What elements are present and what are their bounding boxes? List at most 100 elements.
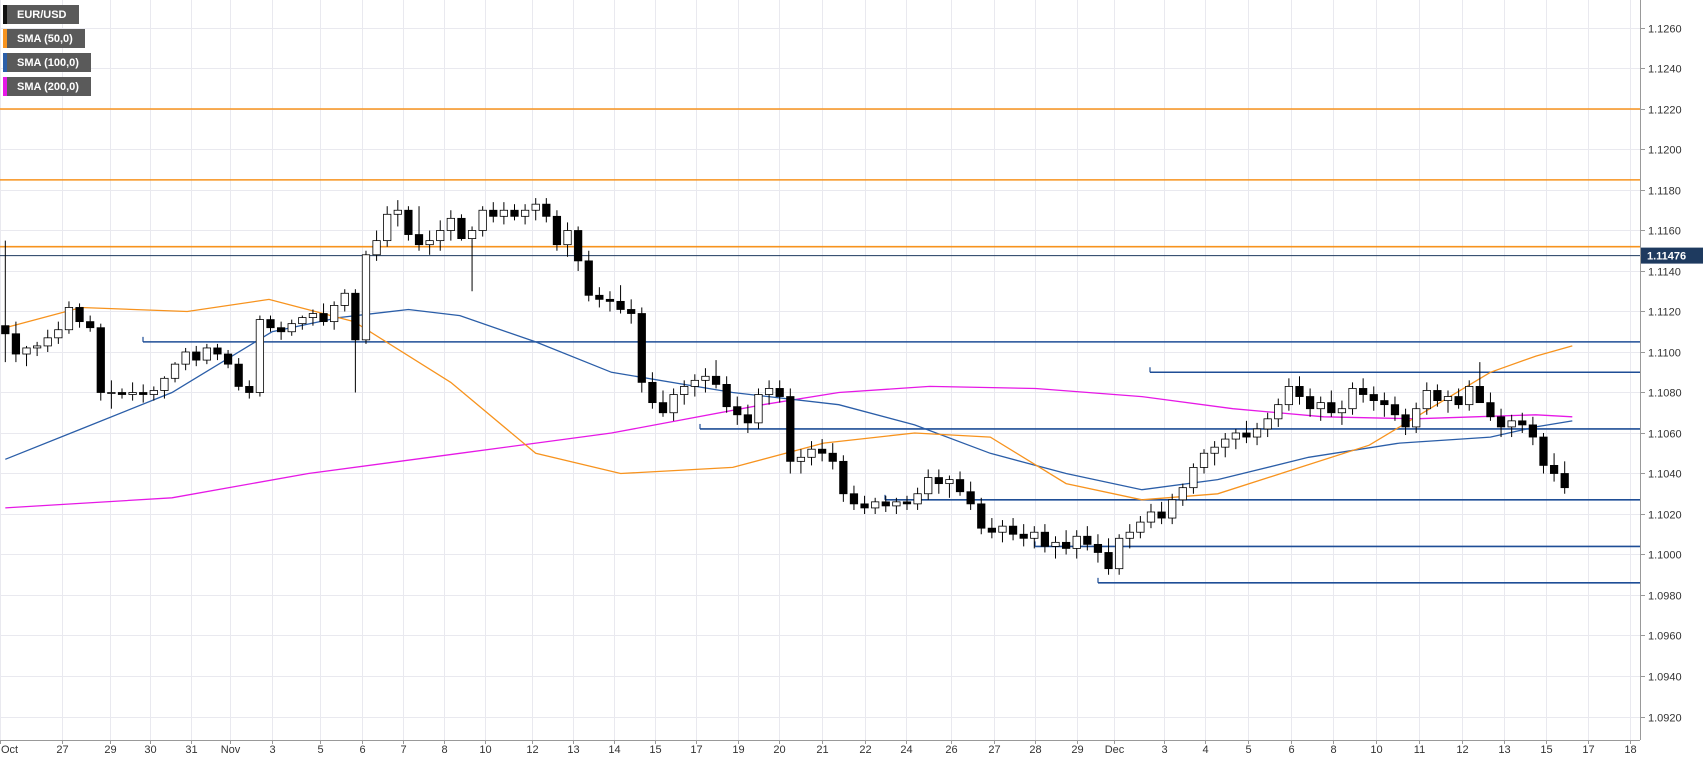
x-tick-label: 5 [1245, 744, 1251, 756]
candle-down [139, 392, 148, 395]
candle-down [860, 503, 869, 509]
candle-up [202, 347, 211, 361]
candle-down [404, 209, 413, 235]
candle-up [1284, 386, 1293, 406]
candle-down [627, 309, 636, 314]
y-tick-label: 1.1020 [1648, 510, 1682, 522]
candle-up [1072, 535, 1081, 549]
legend-item-sma100[interactable]: SMA (100,0) [3, 53, 91, 72]
candle-down [351, 292, 360, 341]
candle-down [277, 327, 286, 333]
candle-up [1443, 396, 1453, 401]
candle-down [1380, 400, 1389, 406]
y-tick-label: 1.1260 [1648, 24, 1682, 36]
candle-up [1136, 521, 1145, 533]
candle-down [213, 347, 222, 355]
x-tick-label: 13 [1498, 744, 1510, 756]
x-tick-label: 8 [441, 744, 447, 756]
candle-down [1062, 541, 1071, 549]
candle-up [393, 209, 402, 215]
candle-down [75, 307, 84, 323]
x-tick-label: 28 [1029, 744, 1041, 756]
candle-down [1475, 386, 1484, 404]
y-tick-label: 1.1080 [1648, 388, 1682, 400]
y-tick-label: 1.1060 [1648, 429, 1682, 441]
candle-down [605, 298, 615, 302]
legend-item-sma50[interactable]: SMA (50,0) [3, 29, 85, 48]
candle-down [319, 313, 328, 323]
candle-down [1454, 396, 1463, 406]
candle-up [22, 347, 31, 355]
candle-up [1252, 428, 1262, 438]
candle-down [1539, 436, 1548, 466]
candle-down [595, 294, 604, 300]
candle-down [245, 386, 254, 393]
candle-up [170, 363, 180, 379]
x-tick-label: 26 [945, 744, 957, 756]
candle-down [117, 392, 127, 395]
levels [0, 108, 1640, 584]
candle-down [849, 493, 859, 505]
candle-up [998, 525, 1007, 533]
labels: 1.11476 [1641, 247, 1703, 264]
candle-down [1528, 424, 1537, 438]
candle-down [1496, 416, 1506, 428]
candle-down [223, 353, 233, 365]
y-tick-label: 1.1040 [1648, 469, 1682, 481]
x-tick-label: Dec [1105, 744, 1125, 756]
candle-up [807, 448, 816, 458]
y-tick-label: 1.1220 [1648, 105, 1682, 117]
candle-up [308, 313, 318, 318]
candle-up [1210, 446, 1219, 454]
candle-up [1051, 541, 1060, 547]
x-tick-label: Oct [1, 744, 18, 756]
candle-up [945, 479, 954, 485]
candle-up [531, 203, 540, 211]
y-tick-label: 1.0980 [1648, 591, 1682, 603]
candle-down [1327, 402, 1336, 414]
candle-up [754, 394, 763, 424]
legend-item-sma200[interactable]: SMA (200,0) [3, 77, 91, 96]
candle-down [1040, 531, 1050, 547]
candle-up [372, 240, 381, 256]
x-tick-label: 22 [859, 744, 871, 756]
candle-up [467, 230, 477, 240]
x-tick-label: 12 [526, 744, 538, 756]
x-tick-label: 17 [1582, 744, 1594, 756]
y-tick-label: 1.0920 [1648, 713, 1682, 725]
candle-up [701, 375, 710, 381]
candle-up [1465, 386, 1474, 406]
candle-down [192, 351, 201, 361]
candle-down [966, 491, 975, 505]
x-tick-label: 4 [1202, 744, 1208, 756]
x-tick-label: 21 [816, 744, 828, 756]
x-tick-label: 11 [1414, 744, 1425, 756]
candle-down [881, 501, 890, 507]
x-tick-label: 12 [1456, 744, 1468, 756]
candle-down [987, 527, 996, 533]
candle-down [542, 203, 551, 217]
x-tick-label: 8 [1330, 744, 1336, 756]
candle-up [340, 292, 349, 306]
candle-up [33, 345, 42, 349]
candle-down [722, 383, 731, 408]
x-tick-label: 6 [359, 744, 365, 756]
x-tick-label: 30 [144, 744, 156, 756]
x-tick-label: 27 [988, 744, 1000, 756]
y-tick-label: 1.0960 [1648, 631, 1682, 643]
candle-up [796, 456, 806, 462]
candle-down [1401, 414, 1410, 428]
candle-up [160, 377, 169, 391]
y-tick-label: 1.1240 [1648, 64, 1682, 76]
x-tick-label: 20 [773, 744, 785, 756]
candle-up [298, 317, 307, 325]
y-tick-label: 1.0940 [1648, 672, 1682, 684]
y-tick-label: 1.1140 [1648, 267, 1681, 279]
x-tick-label: 27 [56, 744, 68, 756]
legend-item-eurusd[interactable]: EUR/USD [3, 5, 79, 24]
x-tick-label: 10 [1370, 744, 1382, 756]
candle-down [584, 260, 593, 296]
candle-up [1168, 499, 1177, 519]
